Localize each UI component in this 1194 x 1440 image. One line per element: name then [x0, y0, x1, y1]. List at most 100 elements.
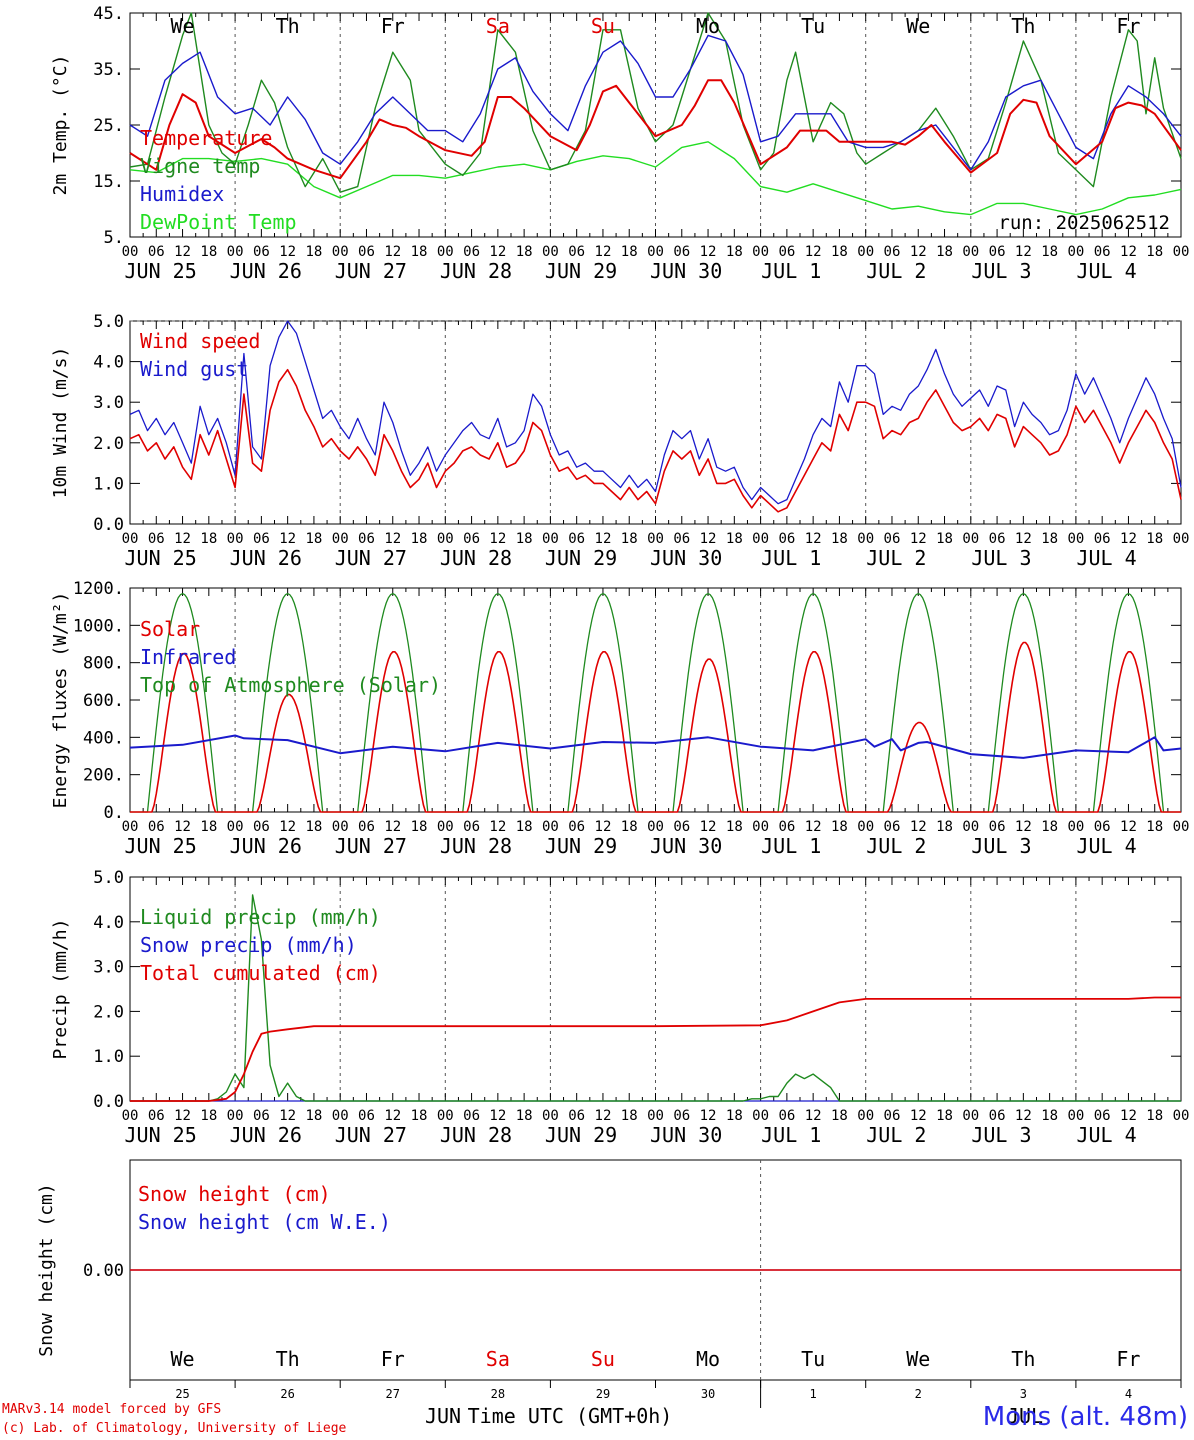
- x-axis-label: Time UTC (GMT+0h): [468, 1404, 673, 1428]
- y-tick-label: 0.00: [83, 1261, 124, 1281]
- hour-tick-label: 12: [1015, 819, 1032, 835]
- date-label: JUN 25: [125, 546, 197, 570]
- legend-entry: Snow height (cm): [138, 1182, 331, 1206]
- hour-tick-label: 06: [463, 244, 480, 260]
- hour-tick-label: 00: [647, 819, 664, 835]
- hour-tick-label: 18: [200, 819, 217, 835]
- hour-tick-label: 06: [884, 819, 901, 835]
- hour-tick-label: 00: [332, 819, 349, 835]
- hour-tick-label: 18: [305, 531, 322, 547]
- hour-tick-label: 06: [778, 1108, 795, 1124]
- y-tick-label: 600.: [83, 691, 124, 711]
- hour-tick-label: 18: [726, 819, 743, 835]
- weekday-label: Sa: [486, 14, 510, 38]
- hour-tick-label: 18: [516, 244, 533, 260]
- hour-tick-label: 00: [962, 244, 979, 260]
- weekday-label: We: [906, 1347, 930, 1371]
- hour-tick-label: 00: [647, 244, 664, 260]
- hour-tick-label: 12: [384, 244, 401, 260]
- hour-tick-label: 06: [253, 531, 270, 547]
- hour-tick-label: 00: [1173, 531, 1190, 547]
- y-tick-label: 0.: [104, 803, 124, 823]
- y-tick-label: 1.0: [93, 474, 124, 494]
- y-tick-label: 4.0: [93, 353, 124, 373]
- hour-tick-label: 12: [174, 244, 191, 260]
- legend-entry: Top of Atmosphere (Solar): [140, 673, 441, 697]
- y-tick-label: 2.0: [93, 1002, 124, 1022]
- hour-tick-label: 06: [568, 819, 585, 835]
- hour-tick-label: 00: [542, 244, 559, 260]
- hour-tick-label: 12: [910, 1108, 927, 1124]
- hour-tick-label: 06: [1094, 531, 1111, 547]
- date-label: JUL 1: [761, 546, 821, 570]
- hour-tick-label: 12: [595, 819, 612, 835]
- hour-tick-label: 12: [489, 1108, 506, 1124]
- y-axis-label: 10m Wind (m/s): [50, 347, 71, 499]
- hour-tick-label: 18: [621, 1108, 638, 1124]
- weekday-label: Tu: [801, 1347, 825, 1371]
- y-tick-label: 5.0: [93, 868, 124, 888]
- hour-tick-label: 18: [831, 1108, 848, 1124]
- hour-tick-label: 00: [1067, 531, 1084, 547]
- hour-tick-label: 00: [227, 819, 244, 835]
- weekday-label: Th: [276, 14, 300, 38]
- hour-tick-label: 12: [384, 1108, 401, 1124]
- hour-tick-label: 12: [805, 1108, 822, 1124]
- hour-tick-label: 06: [1094, 1108, 1111, 1124]
- date-label: JUL 3: [971, 834, 1031, 858]
- hour-tick-label: 06: [148, 1108, 165, 1124]
- date-label: JUN 29: [545, 259, 617, 283]
- hour-tick-label: 12: [174, 819, 191, 835]
- hour-tick-label: 00: [962, 1108, 979, 1124]
- hour-tick-label: 12: [1015, 244, 1032, 260]
- day-number-label: 4: [1125, 1387, 1132, 1401]
- weekday-label: We: [171, 1347, 195, 1371]
- y-tick-label: 400.: [83, 728, 124, 748]
- hour-tick-label: 18: [305, 1108, 322, 1124]
- hour-tick-label: 18: [1041, 531, 1058, 547]
- hour-tick-label: 06: [358, 531, 375, 547]
- day-number-label: 3: [1020, 1387, 1027, 1401]
- hour-tick-label: 00: [332, 1108, 349, 1124]
- hour-tick-label: 00: [122, 819, 139, 835]
- date-label: JUN 27: [335, 546, 407, 570]
- hour-tick-label: 00: [752, 244, 769, 260]
- hour-tick-label: 18: [200, 531, 217, 547]
- hour-tick-label: 18: [726, 1108, 743, 1124]
- day-number-label: 27: [386, 1387, 400, 1401]
- y-tick-label: 0.0: [93, 1092, 124, 1112]
- hour-tick-label: 06: [148, 819, 165, 835]
- hour-tick-label: 12: [384, 531, 401, 547]
- weekday-label: Mo: [696, 14, 720, 38]
- hour-tick-label: 18: [1146, 819, 1163, 835]
- hour-tick-label: 00: [1173, 1108, 1190, 1124]
- y-axis-label: Snow height (cm): [36, 1183, 57, 1356]
- hour-tick-label: 12: [700, 1108, 717, 1124]
- date-label: JUN 26: [230, 259, 302, 283]
- hour-tick-label: 18: [726, 244, 743, 260]
- hour-tick-label: 18: [1041, 1108, 1058, 1124]
- hour-tick-label: 00: [647, 1108, 664, 1124]
- panel-1-day-lines: [234, 13, 1077, 237]
- hour-tick-label: 00: [437, 244, 454, 260]
- hour-tick-label: 00: [752, 1108, 769, 1124]
- legend-entry: DewPoint Temp: [140, 210, 297, 234]
- date-label: JUL 2: [866, 1123, 926, 1147]
- day-number-label: 1: [810, 1387, 817, 1401]
- date-label: JUL 1: [761, 834, 821, 858]
- weekday-label: Sa: [486, 1347, 510, 1371]
- date-label: JUN 25: [125, 834, 197, 858]
- hour-tick-label: 12: [595, 1108, 612, 1124]
- y-axis-label: Energy fluxes (W/m²): [50, 592, 71, 809]
- hour-tick-label: 06: [253, 1108, 270, 1124]
- hour-tick-label: 12: [805, 244, 822, 260]
- hour-tick-label: 18: [200, 244, 217, 260]
- hour-tick-label: 06: [253, 819, 270, 835]
- hour-tick-label: 06: [884, 1108, 901, 1124]
- month-label: JUN: [425, 1404, 461, 1428]
- hour-tick-label: 06: [253, 244, 270, 260]
- y-axis-label: Precip (mm/h): [50, 919, 71, 1060]
- weekday-label: Th: [1011, 1347, 1035, 1371]
- y-tick-label: 1.0: [93, 1047, 124, 1067]
- weekday-label: Th: [1011, 14, 1035, 38]
